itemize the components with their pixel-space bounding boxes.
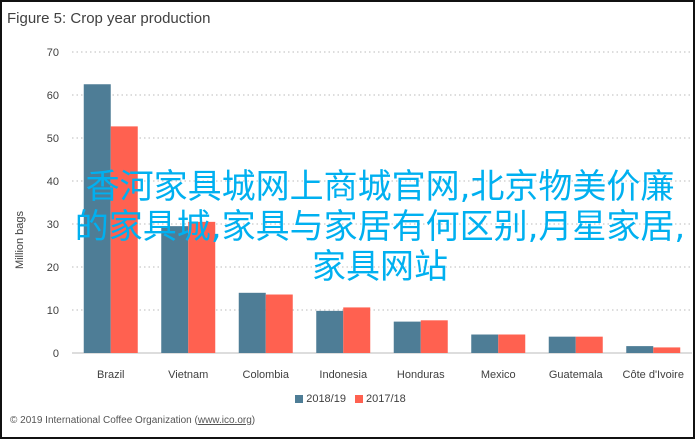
y-tick-label: 60: [47, 90, 59, 102]
y-tick-label: 20: [47, 262, 59, 274]
bar-2017-18-ctedivoire: [653, 347, 681, 353]
overlay-text: 香河家具城网上商城官网,北京物美价廉的家具城,家具与家居有何区别,月星家居,家具…: [74, 167, 686, 287]
bar-2017-18-vietnam: [188, 221, 216, 353]
x-tick-label: Indonesia: [319, 369, 368, 381]
y-tick-label: 70: [47, 47, 59, 59]
copyright: © 2019 International Coffee Organization…: [10, 415, 255, 426]
x-tick-label: Colombia: [243, 369, 290, 381]
bar-2017-18-honduras: [420, 320, 448, 353]
x-tick-label: Vietnam: [168, 369, 208, 381]
y-tick-label: 0: [53, 348, 59, 360]
legend: 2018/19 2017/18: [2, 393, 693, 405]
bar-2017-18-indonesia: [343, 307, 371, 353]
bar-2018-19-brazil: [83, 84, 111, 353]
legend-label-2018-19: 2018/19: [306, 393, 346, 405]
y-tick-label: 30: [47, 219, 59, 231]
legend-swatch-2017-18: [355, 395, 364, 404]
x-tick-label: Brazil: [97, 369, 125, 381]
bar-2018-19-colombia: [238, 292, 266, 353]
bar-2018-19-honduras: [393, 321, 421, 353]
chart-title: Figure 5: Crop year production: [7, 10, 211, 27]
bar-2018-19-indonesia: [316, 310, 344, 353]
y-tick-label: 10: [47, 305, 59, 317]
bar-2017-18-guatemala: [575, 336, 603, 353]
copyright-close: ): [251, 415, 256, 426]
bar-2018-19-ctedivoire: [626, 346, 654, 353]
x-tick-label: Guatemala: [549, 369, 604, 381]
bar-2018-19-vietnam: [161, 226, 189, 353]
ico-link[interactable]: www.ico.org: [197, 415, 252, 426]
bar-2018-19-mexico: [471, 334, 499, 353]
y-tick-label: 40: [47, 176, 59, 188]
bar-2017-18-brazil: [110, 126, 138, 353]
x-tick-label: Mexico: [481, 369, 516, 381]
bar-2017-18-mexico: [498, 334, 526, 353]
bar-2017-18-colombia: [265, 294, 293, 353]
legend-swatch-2018-19: [295, 395, 304, 404]
legend-label-2017-18: 2017/18: [366, 393, 406, 405]
copyright-text: © 2019 International Coffee Organization…: [10, 415, 198, 426]
bar-2018-19-guatemala: [548, 336, 576, 353]
x-tick-label: Côte d'Ivoire: [623, 369, 684, 381]
y-tick-label: 50: [47, 133, 59, 145]
x-tick-label: Honduras: [397, 369, 445, 381]
